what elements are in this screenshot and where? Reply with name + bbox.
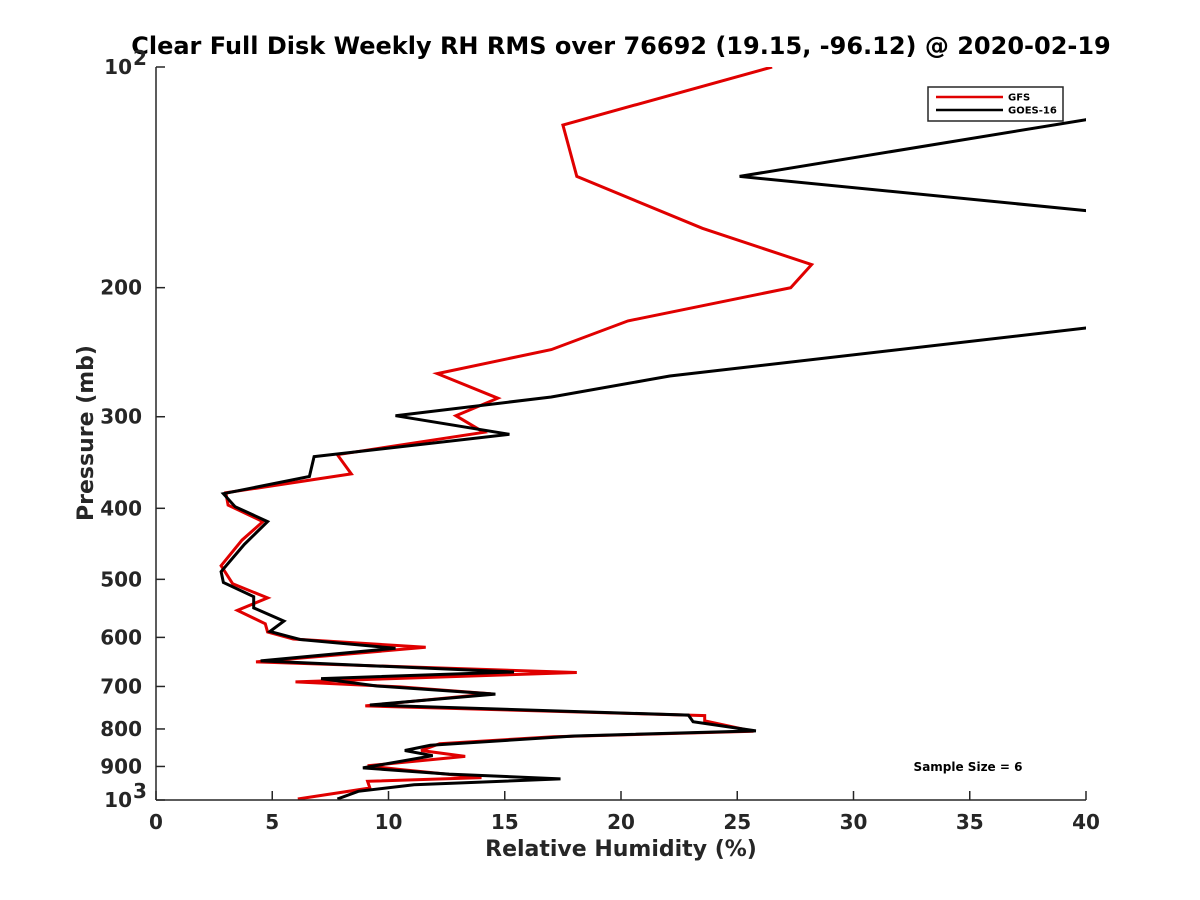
y-tick-label: 10	[104, 55, 132, 79]
series-line-gfs	[219, 67, 815, 800]
y-tick-label: 600	[100, 625, 142, 649]
y-tick-label: 700	[100, 674, 142, 698]
y-tick-label: 500	[100, 567, 142, 591]
legend-label-goes16: GOES-16	[1008, 106, 1057, 117]
x-tick-label: 30	[840, 810, 868, 834]
chart-title: Clear Full Disk Weekly RH RMS over 76692…	[131, 32, 1111, 60]
plot-area	[219, 67, 1086, 800]
x-tick-label: 20	[607, 810, 635, 834]
x-tick-label: 40	[1072, 810, 1100, 834]
y-tick-label: 10	[104, 788, 132, 812]
y-tick-label: 300	[100, 405, 142, 429]
x-tick-label: 5	[265, 810, 279, 834]
sample-size-annotation: Sample Size = 6	[914, 760, 1023, 774]
y-tick-label: 200	[100, 276, 142, 300]
legend: GFS GOES-16	[927, 86, 1064, 122]
x-axis-label: Relative Humidity (%)	[485, 837, 757, 862]
x-ticks: 0 5 10 15 20 25 30 35 40	[149, 791, 1100, 834]
y-tick-label-exponent: 2	[133, 46, 147, 70]
y-tick-label: 800	[100, 717, 142, 741]
x-tick-label: 15	[491, 810, 519, 834]
y-tick-label-exponent: 3	[133, 779, 147, 803]
legend-box	[927, 86, 1064, 122]
x-tick-label: 0	[149, 810, 163, 834]
y-axis-label: Pressure (mb)	[74, 345, 99, 521]
y-tick-label: 400	[100, 496, 142, 520]
y-tick-label: 900	[100, 754, 142, 778]
series-line-goes16	[219, 118, 1086, 800]
x-tick-label: 10	[375, 810, 403, 834]
x-tick-label: 25	[723, 810, 751, 834]
axes	[155, 67, 1086, 801]
legend-label-gfs: GFS	[1008, 93, 1030, 104]
x-tick-label: 35	[956, 810, 984, 834]
